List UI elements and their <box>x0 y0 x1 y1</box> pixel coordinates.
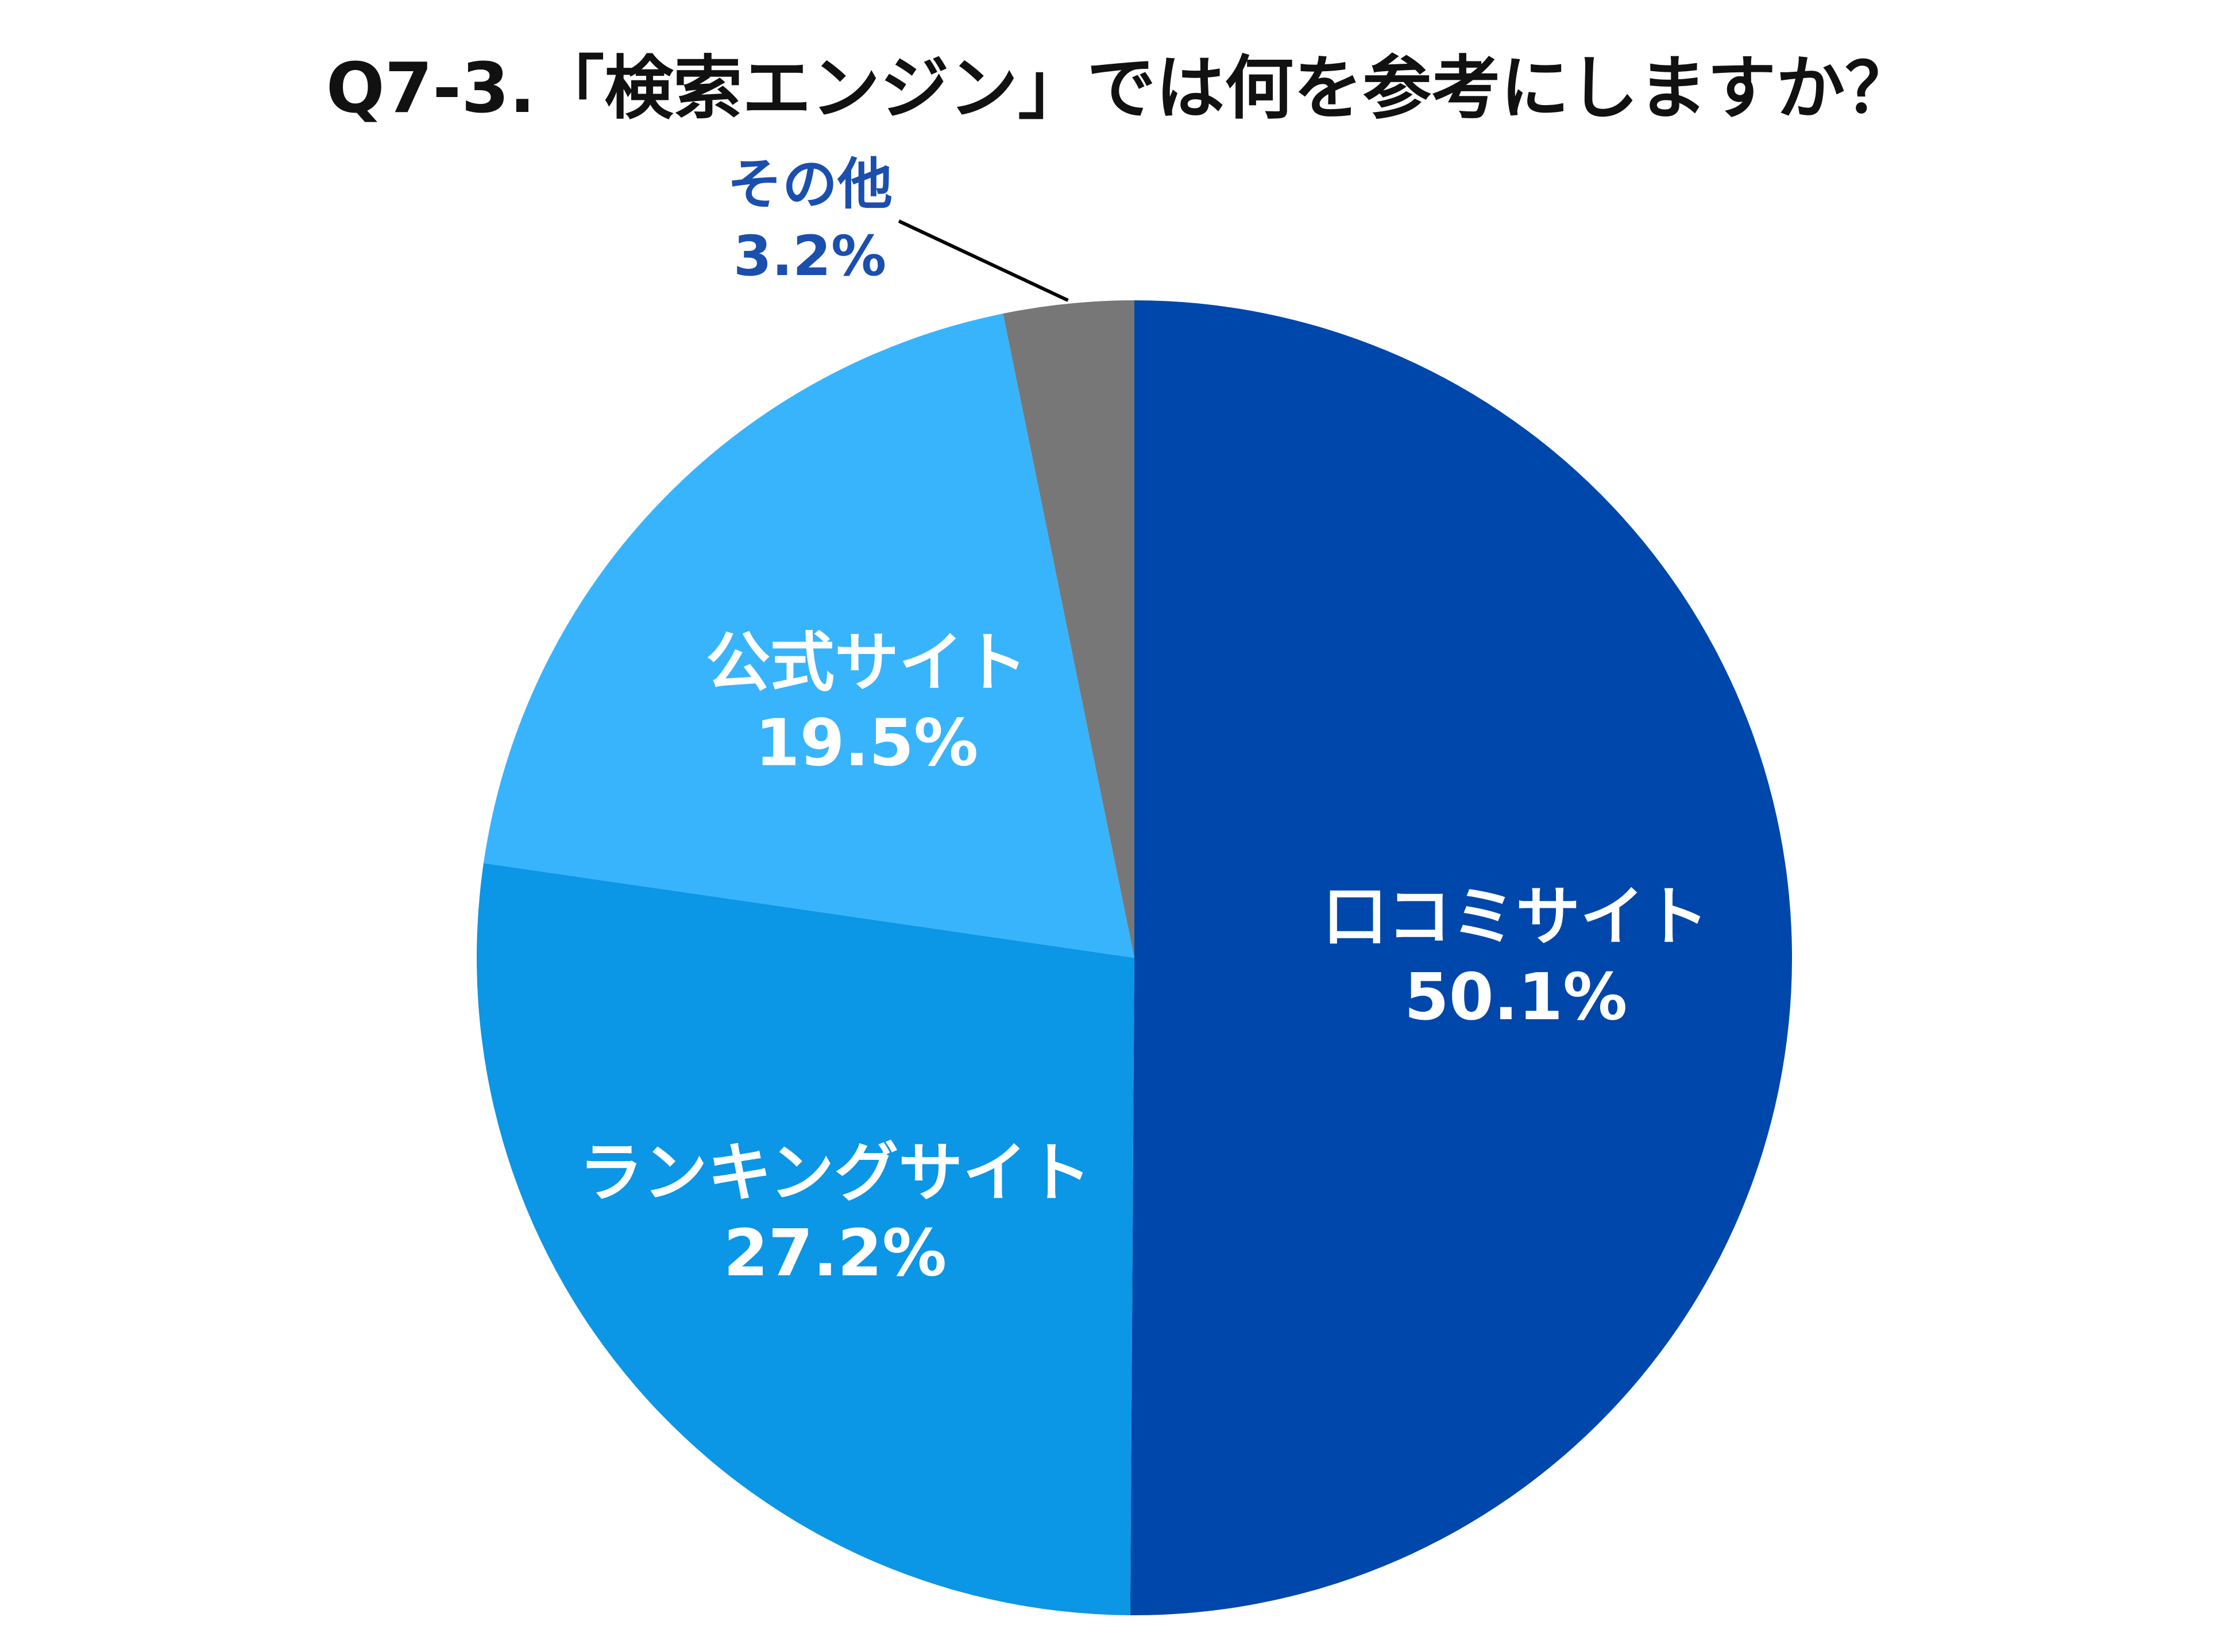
pie-slice-2 <box>477 863 1135 1615</box>
pie-slice-3 <box>483 314 1135 958</box>
slice-label-3: 公式サイト <box>706 626 1028 701</box>
pie-slices <box>477 300 1793 1615</box>
pie-slice-4 <box>1003 300 1134 958</box>
leader-line <box>898 219 1069 302</box>
slice-value-3: 19.5% <box>755 706 979 781</box>
slice-value-1: 50.1% <box>1404 960 1628 1035</box>
slice-label-2: ランキングサイト <box>579 1136 1092 1210</box>
slice-value-2: 27.2% <box>724 1216 947 1291</box>
slice-label-4: その他 <box>727 152 893 216</box>
pie-slice-1 <box>1130 300 1793 1615</box>
leader-lines <box>898 219 1069 302</box>
slice-value-4: 3.2% <box>733 224 886 288</box>
slice-label-1: 口コミサイト <box>1323 880 1709 954</box>
chart-title: Q7-3.「検索エンジン」では何を参考にしますか？ <box>326 49 1914 129</box>
